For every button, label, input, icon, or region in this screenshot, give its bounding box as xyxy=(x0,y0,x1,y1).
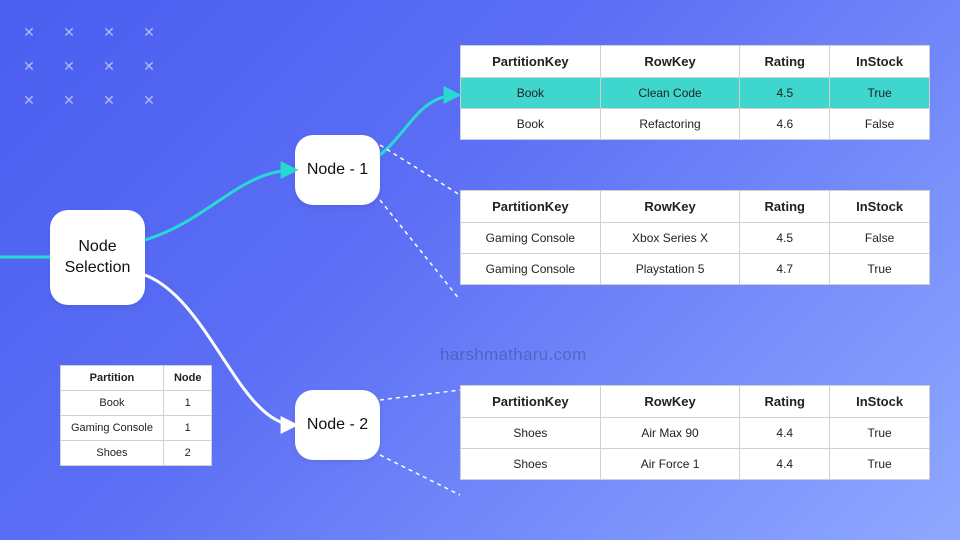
table-row: Shoes Air Max 90 4.4 True xyxy=(461,418,930,449)
cross-icon: ✕ xyxy=(135,52,163,80)
edge-node1-table1 xyxy=(380,95,458,155)
col-header: Rating xyxy=(740,386,830,418)
table-row: Gaming Console Playstation 5 4.7 True xyxy=(461,254,930,285)
node1-label: Node - 1 xyxy=(307,160,368,181)
node-selection-label: Node Selection xyxy=(50,237,145,279)
col-header: RowKey xyxy=(600,46,740,78)
node-selection-box: Node Selection xyxy=(50,210,145,305)
decorative-cross-grid: ✕ ✕ ✕ ✕ ✕ ✕ ✕ ✕ ✕ ✕ ✕ ✕ xyxy=(15,18,163,114)
cross-icon: ✕ xyxy=(135,86,163,114)
node-col-header: Node xyxy=(163,366,212,391)
col-header: RowKey xyxy=(600,386,740,418)
cross-icon: ✕ xyxy=(95,86,123,114)
col-header: InStock xyxy=(830,46,930,78)
col-header: Rating xyxy=(740,46,830,78)
cross-icon: ✕ xyxy=(15,52,43,80)
partition-map-table: Partition Node Book 1 Gaming Console 1 S… xyxy=(60,365,212,466)
cross-icon: ✕ xyxy=(15,18,43,46)
cross-icon: ✕ xyxy=(55,86,83,114)
dash-node2-table3-bottom xyxy=(380,455,460,495)
node1-box: Node - 1 xyxy=(295,135,380,205)
table-row-highlighted: Book Clean Code 4.5 True xyxy=(461,78,930,109)
col-header: InStock xyxy=(830,386,930,418)
table-row: Gaming Console 1 xyxy=(61,416,212,441)
table-row: Shoes Air Force 1 4.4 True xyxy=(461,449,930,480)
watermark-text: harshmatharu.com xyxy=(440,345,587,365)
cross-icon: ✕ xyxy=(95,52,123,80)
col-header: PartitionKey xyxy=(461,46,601,78)
node2-table-shoes: PartitionKey RowKey Rating InStock Shoes… xyxy=(460,385,930,480)
table-row: Gaming Console Xbox Series X 4.5 False xyxy=(461,223,930,254)
table-row: Book 1 xyxy=(61,391,212,416)
cross-icon: ✕ xyxy=(55,52,83,80)
dash-node1-table2-top xyxy=(380,145,460,195)
node2-label: Node - 2 xyxy=(307,415,368,436)
dash-node2-table3-top xyxy=(380,390,460,400)
cross-icon: ✕ xyxy=(55,18,83,46)
col-header: InStock xyxy=(830,191,930,223)
edge-selection-node1 xyxy=(145,170,295,240)
dash-node1-table2-bottom xyxy=(380,200,460,300)
cross-icon: ✕ xyxy=(15,86,43,114)
node1-table-books: PartitionKey RowKey Rating InStock Book … xyxy=(460,45,930,140)
cross-icon: ✕ xyxy=(135,18,163,46)
table-row: Book Refactoring 4.6 False xyxy=(461,109,930,140)
partition-col-header: Partition xyxy=(61,366,164,391)
table-row: Shoes 2 xyxy=(61,441,212,466)
col-header: RowKey xyxy=(600,191,740,223)
col-header: Rating xyxy=(740,191,830,223)
node2-box: Node - 2 xyxy=(295,390,380,460)
node1-table-consoles: PartitionKey RowKey Rating InStock Gamin… xyxy=(460,190,930,285)
cross-icon: ✕ xyxy=(95,18,123,46)
col-header: PartitionKey xyxy=(461,386,601,418)
col-header: PartitionKey xyxy=(461,191,601,223)
